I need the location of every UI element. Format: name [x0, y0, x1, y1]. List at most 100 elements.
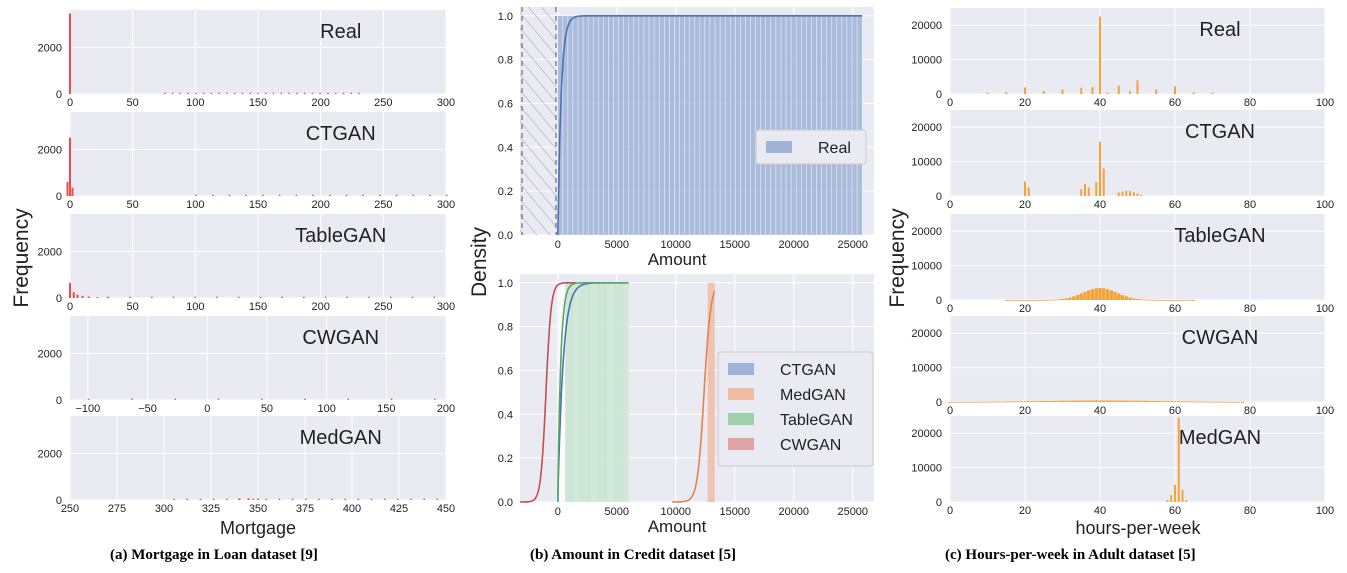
histogram-bar [346, 296, 349, 298]
histogram-bar [1195, 401, 1200, 403]
histogram-bar [151, 296, 153, 298]
y-tick-label: 10000 [911, 261, 942, 273]
histogram-bar [1034, 401, 1038, 402]
histogram-bar [1004, 401, 1008, 403]
histogram-bar [1042, 91, 1045, 94]
histogram-bar [412, 194, 415, 196]
x-tick-label: −100 [76, 403, 101, 415]
y-tick-label: 2000 [38, 448, 62, 460]
histogram-bar [1117, 192, 1120, 196]
histogram-bar [1068, 400, 1072, 402]
panel-title: Real [320, 21, 361, 43]
y-tick-label: 0.8 [498, 322, 513, 334]
histogram-bar [186, 498, 189, 500]
histogram-bar [1098, 400, 1102, 402]
real-histogram-bar [608, 15, 614, 236]
histogram-bar [1080, 87, 1083, 94]
histogram-bar [997, 401, 1001, 403]
histogram-bar [362, 194, 364, 196]
histogram-bar [249, 92, 251, 94]
histogram-bar [1072, 296, 1076, 300]
x-tick-label: 275 [108, 503, 126, 515]
histogram-bar [1199, 401, 1203, 403]
histogram-bar [1099, 141, 1101, 196]
panel-background [950, 214, 1325, 300]
histogram-bar [1158, 401, 1162, 402]
histogram-bar [434, 398, 436, 400]
histogram-bar [1064, 298, 1068, 300]
x-tick-label: 0 [555, 239, 561, 251]
histogram-bar [347, 398, 350, 400]
histogram-bar [195, 194, 197, 196]
histogram-bar [1027, 299, 1031, 301]
histogram-bar [1120, 295, 1125, 300]
x-tick-label: 325 [202, 503, 220, 515]
histogram-bar [1192, 92, 1195, 94]
histogram-bar [1099, 16, 1101, 95]
histogram-bar [305, 498, 307, 500]
panel-background [70, 316, 446, 400]
legend-box [717, 351, 874, 467]
real-histogram-bar [745, 15, 751, 236]
real-histogram-bar [790, 15, 797, 236]
histogram-bar [1102, 400, 1106, 402]
histogram-bar [1079, 400, 1083, 402]
x-tick-label: 5000 [605, 506, 629, 518]
histogram-bar [1184, 299, 1188, 301]
histogram-bar [344, 498, 346, 500]
x-tick-label: 100 [317, 403, 335, 415]
histogram-bar [1064, 400, 1068, 402]
histogram-bar [1049, 299, 1053, 301]
real-histogram-bar [780, 15, 787, 236]
y-tick-label: 0.4 [498, 142, 513, 154]
histogram-bar [278, 194, 281, 196]
x-tick-label: 100 [1316, 97, 1334, 109]
histogram-bar [1024, 87, 1026, 94]
histogram-bar [87, 398, 90, 400]
histogram-bar [1166, 499, 1169, 502]
x-tick-label: 10000 [660, 506, 691, 518]
histogram-bar [383, 498, 386, 500]
y-tick-label: 10000 [911, 463, 942, 475]
histogram-bar [329, 194, 331, 196]
y-tick-label: 2000 [38, 348, 62, 360]
caption-a: (a) Mortgage in Loan dataset [9] [110, 547, 318, 563]
histogram-bar [1124, 400, 1128, 402]
histogram-bar [303, 296, 305, 298]
histogram-bar [195, 92, 197, 94]
histogram-bar [952, 401, 956, 403]
x-tick-label: 60 [1169, 505, 1181, 517]
real-histogram-bar [603, 15, 609, 236]
histogram-bar [1102, 288, 1106, 300]
real-histogram-bar [775, 15, 782, 236]
histogram-bar [72, 292, 75, 298]
histogram-bar [446, 194, 448, 196]
real-histogram-bar [664, 15, 670, 236]
histogram-bar [1128, 400, 1132, 402]
histogram-bar [1192, 401, 1196, 403]
histogram-bar [397, 498, 399, 500]
histogram-bar [1090, 289, 1095, 300]
x-axis-label: Amount [648, 517, 707, 536]
x-tick-label: 5000 [605, 239, 629, 251]
histogram-bar [1098, 287, 1102, 300]
histogram-bar [1087, 187, 1090, 196]
real-histogram-bar [669, 15, 675, 236]
histogram-bar [1038, 299, 1042, 301]
histogram-bar [1162, 299, 1166, 301]
y-axis-label: Frequency [10, 208, 33, 308]
histogram-bar [259, 296, 262, 298]
legend-swatch [728, 438, 754, 450]
histogram-bar [1229, 401, 1233, 403]
histogram-bar [1094, 400, 1098, 402]
x-tick-label: 40 [1094, 199, 1106, 211]
real-histogram-bar [755, 15, 762, 236]
x-tick-label: 0 [947, 97, 953, 109]
y-tick-label: 0 [936, 191, 942, 203]
histogram-bar [1154, 401, 1158, 402]
real-histogram-bar [582, 15, 589, 236]
x-tick-label: 250 [374, 199, 392, 211]
real-histogram-bar [679, 15, 685, 236]
y-tick-label: 0 [936, 89, 942, 101]
